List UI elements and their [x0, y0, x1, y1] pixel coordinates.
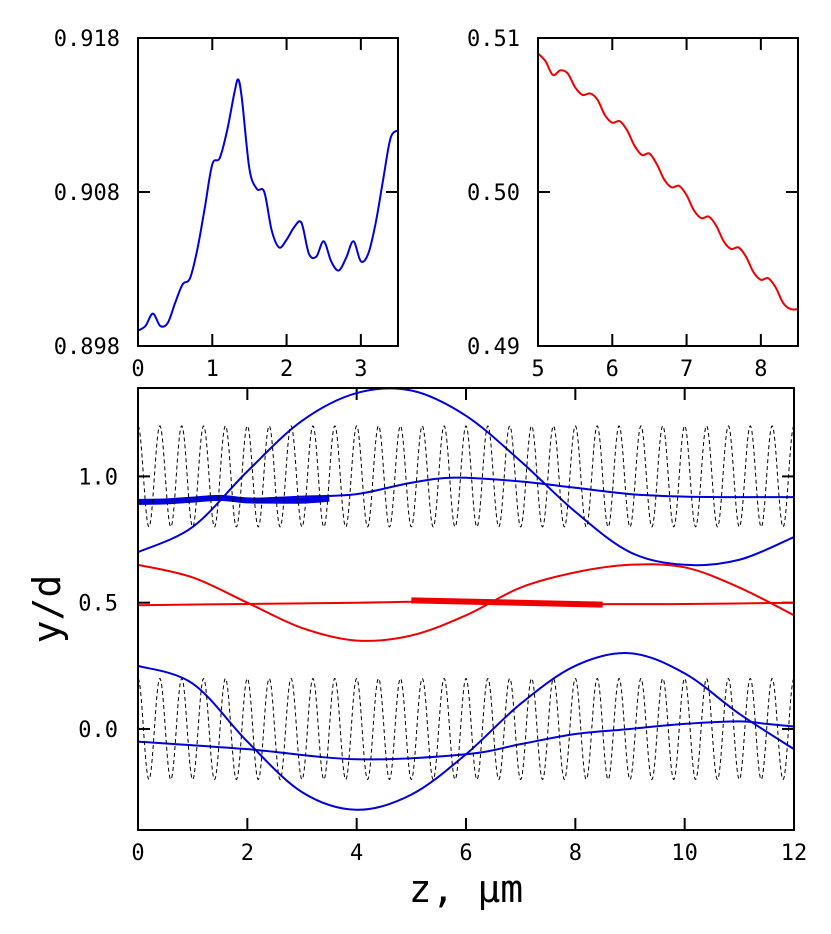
main-panel: z, μm y/d 0 2 4 6 8 10 12 0.0 0.5 1.0: [25, 387, 808, 911]
series-line-blue: [138, 652, 794, 811]
inset-left-panel: 0 1 2 3 0.898 0.908 0.918: [54, 27, 399, 382]
y-tick-label: 1.0: [78, 465, 118, 490]
series-line-blue: [138, 388, 794, 567]
y-axis-label: y/d: [25, 575, 69, 644]
y-tick-label: 0.5: [78, 592, 118, 617]
x-tick-label: 12: [781, 841, 808, 866]
x-tick-label: 0: [131, 357, 144, 382]
x-tick-label: 3: [354, 357, 367, 382]
series-group: [538, 52, 798, 311]
x-tick-label: 5: [531, 357, 544, 382]
series-line-red: [138, 563, 794, 642]
series-line-red: [411, 597, 603, 608]
x-tick-label: 6: [459, 841, 472, 866]
x-tick-label: 10: [671, 841, 698, 866]
series-line-black-dashed: [138, 677, 794, 780]
x-tick-label: 0: [131, 841, 144, 866]
x-tick-label: 8: [569, 841, 582, 866]
y-tick-label: 0.49: [467, 335, 520, 360]
y-tick-label: 0.908: [54, 181, 120, 206]
x-tick-label: 4: [350, 841, 363, 866]
y-tick-label: 0.918: [54, 27, 120, 52]
inset-right-frame: [537, 37, 799, 347]
y-tick-label: 0.898: [54, 335, 120, 360]
x-tick-label: 1: [206, 357, 219, 382]
x-axis-label: z, μm: [409, 867, 523, 911]
series-line-blue: [138, 720, 794, 761]
x-tick-label: 6: [606, 357, 619, 382]
series-line-black-dashed: [138, 425, 794, 528]
inset-left-frame: [137, 37, 399, 347]
series-group: [138, 78, 398, 332]
main-frame: [137, 387, 795, 831]
y-tick-label: 0.0: [78, 718, 118, 743]
series-line-blue: [138, 78, 398, 332]
y-tick-label: 0.51: [467, 27, 520, 52]
x-tick-label: 8: [754, 357, 767, 382]
inset-right-panel: 5 6 7 8 0.49 0.50 0.51: [467, 27, 799, 382]
series-group: [138, 388, 794, 811]
x-tick-label: 2: [241, 841, 254, 866]
x-tick-label: 2: [280, 357, 293, 382]
y-tick-label: 0.50: [467, 181, 520, 206]
series-line-red: [538, 52, 798, 311]
x-tick-label: 7: [680, 357, 693, 382]
